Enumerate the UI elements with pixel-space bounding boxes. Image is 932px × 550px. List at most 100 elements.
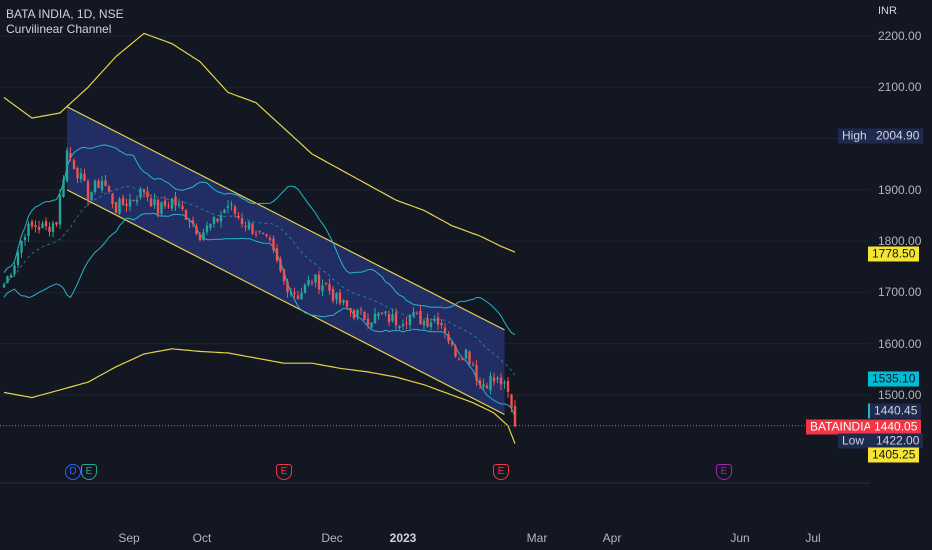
time-tick-label: Oct (192, 531, 212, 545)
candle-body (275, 248, 279, 261)
candle-body (384, 311, 387, 314)
candle-body (114, 202, 118, 213)
candle-body (118, 198, 121, 214)
earnings-event-icon[interactable]: E (493, 464, 509, 480)
candle-body (83, 173, 86, 181)
dividend-event-icon[interactable]: D (65, 464, 81, 480)
candle-body (419, 310, 422, 325)
candle-body (349, 307, 352, 311)
indicator-label[interactable]: Curvilinear Channel (6, 22, 112, 36)
candle-body (296, 295, 300, 300)
candle-body (373, 313, 377, 324)
candle-body (125, 204, 128, 206)
candle-body (195, 226, 198, 235)
candle-body (93, 180, 97, 193)
candle-body (205, 225, 209, 232)
candle-body (422, 320, 426, 326)
time-tick-label: Jul (805, 531, 821, 545)
bollinger-basis (3, 185, 516, 376)
candle-body (209, 223, 212, 228)
candle-body (401, 324, 405, 326)
candle-body (13, 265, 16, 275)
candle-body (482, 384, 485, 387)
candle-body (258, 230, 261, 232)
bollinger-upper-tag: 1535.10 (868, 371, 920, 387)
candle-body (408, 314, 412, 326)
candle-body (51, 223, 55, 232)
candle-body (90, 191, 93, 201)
candle-body (328, 284, 331, 291)
candle-body (450, 342, 454, 345)
bollinger-lower-band (3, 212, 516, 417)
candle-body (69, 152, 72, 158)
candle-body (457, 358, 461, 360)
candle-body (303, 284, 307, 294)
candle-body (279, 259, 282, 272)
candle-body (212, 216, 216, 224)
price-tick-label: 1800.00 (878, 234, 922, 249)
lower-channel-tag: 1405.25 (868, 447, 920, 463)
high-tag-label: High (838, 128, 872, 144)
outer-lower-curve (3, 348, 516, 444)
time-tick-label: Sep (118, 531, 140, 545)
earnings-event-icon[interactable]: E (276, 464, 292, 480)
candle-body (233, 206, 237, 214)
candle-body (107, 186, 111, 192)
candle-body (289, 291, 293, 295)
candle-body (261, 233, 265, 235)
candle-body (506, 381, 510, 392)
candle-body (412, 312, 415, 317)
candle-body (286, 281, 289, 293)
candle-body (513, 405, 517, 426)
price-tick-label: 1600.00 (878, 336, 922, 351)
candle-body (254, 233, 258, 235)
candle-body (163, 200, 167, 206)
candle-body (387, 313, 391, 322)
candle-body (20, 241, 23, 253)
low-tag-value: 1422.00 (872, 433, 924, 449)
candle-body (496, 377, 499, 380)
currency-label[interactable]: INR (878, 5, 897, 17)
time-tick-label: Jun (730, 531, 750, 545)
price-tick-label: 1900.00 (878, 182, 922, 197)
last-price-value: 1440.05 (870, 419, 922, 435)
candle-body (167, 205, 170, 207)
time-tick-label: 2023 (389, 531, 417, 545)
candle-body (300, 292, 303, 300)
candle-body (352, 310, 356, 319)
candle-body (6, 276, 9, 283)
earnings-event-icon[interactable]: E (81, 464, 97, 480)
candle-body (188, 220, 191, 223)
price-tick-label: 1500.00 (878, 388, 922, 402)
candle-body (156, 199, 160, 215)
channel-lower-line (66, 189, 505, 416)
candle-body (44, 221, 48, 227)
candle-body (394, 312, 398, 326)
candle-body (216, 218, 219, 222)
candle-body (331, 288, 335, 301)
symbol-title[interactable]: BATA INDIA, 1D, NSE (6, 7, 124, 21)
candle-body (30, 221, 34, 227)
candle-body (380, 312, 384, 314)
future-earnings-event-icon[interactable]: E (716, 464, 732, 480)
candle-body (335, 293, 338, 300)
candle-body (191, 220, 195, 224)
candle-body (41, 223, 44, 229)
candle-body (391, 314, 394, 321)
candle-body (149, 198, 153, 207)
candle-body (219, 215, 223, 222)
candle-body (55, 222, 58, 225)
candle-body (128, 199, 132, 207)
low-tag-label: Low (838, 433, 872, 449)
candle-body (314, 274, 317, 283)
candle-body (100, 180, 104, 191)
last-price-symbol: BATAINDIA (806, 419, 876, 435)
candle-body (198, 234, 202, 240)
candle-body (135, 199, 139, 202)
candle-body (363, 311, 366, 321)
candle-body (510, 394, 513, 409)
candle-body (237, 215, 240, 218)
candle-body (104, 180, 107, 186)
candle-body (489, 375, 492, 391)
